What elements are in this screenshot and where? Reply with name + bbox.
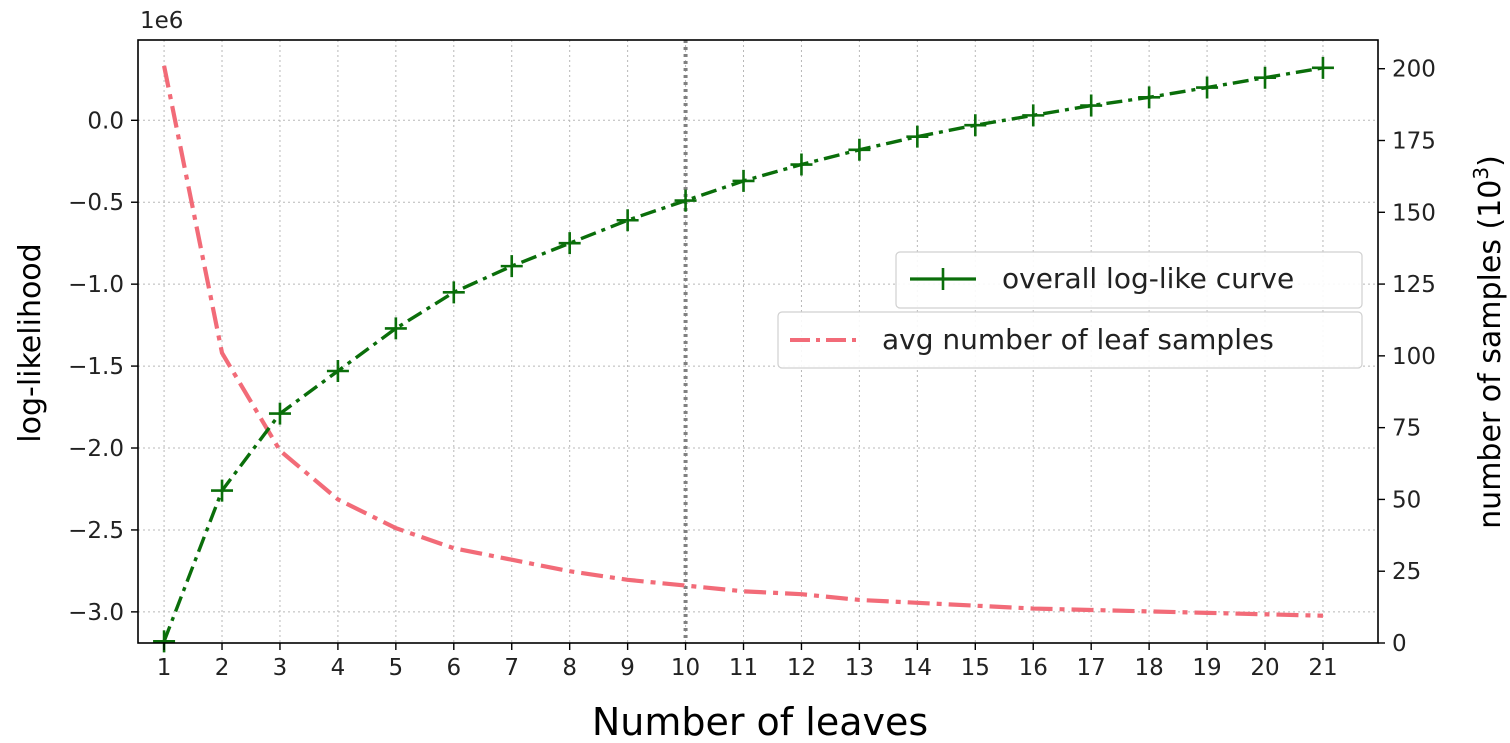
y-left-offset-text: 1e6 xyxy=(140,8,183,34)
legend-box-1: overall log-like curve xyxy=(895,251,1363,309)
y-right-tick-label: 25 xyxy=(1392,559,1421,585)
y-right-tick-label: 175 xyxy=(1392,129,1436,155)
x-tick-label: 17 xyxy=(1077,655,1106,681)
data-point-marker xyxy=(1138,86,1161,109)
y-left-tick-label: −3.0 xyxy=(68,600,124,626)
x-tick-label: 2 xyxy=(215,655,230,681)
data-point-marker xyxy=(616,209,639,232)
data-point-marker xyxy=(1196,76,1219,99)
y-left-tick-label: −2.5 xyxy=(68,518,124,544)
y-left-tick-label: −1.0 xyxy=(68,272,124,298)
data-point-marker xyxy=(1254,66,1277,89)
data-point-marker xyxy=(906,125,929,148)
x-axis-title: Number of leaves xyxy=(592,700,928,743)
data-point-marker xyxy=(848,138,871,161)
y-right-title-exponent: 3 xyxy=(1469,167,1493,180)
data-point-marker xyxy=(1080,94,1103,117)
y-left-tick-label: 0.0 xyxy=(87,108,124,134)
y-right-tick-label: 75 xyxy=(1392,416,1421,442)
x-tick-label: 5 xyxy=(389,655,404,681)
data-point-marker xyxy=(384,317,407,340)
y-left-tick-label: −0.5 xyxy=(68,190,124,216)
y-right-title-main: number of samples (10 xyxy=(1473,180,1508,529)
x-tick-label: 10 xyxy=(671,655,700,681)
legend-2-label: avg number of leaf samples xyxy=(882,323,1274,356)
x-tick-label: 4 xyxy=(331,655,346,681)
data-point-marker xyxy=(558,232,581,255)
y-left-axis-title: log-likelihood xyxy=(13,243,48,442)
legend-box-2: avg number of leaf samples xyxy=(777,311,1363,369)
x-tick-label: 3 xyxy=(273,655,288,681)
y-left-tick-label: −1.5 xyxy=(68,354,124,380)
y-right-tick-label: 50 xyxy=(1392,487,1421,513)
plot-frame xyxy=(137,39,1379,644)
data-point-marker xyxy=(211,479,234,502)
data-point-marker xyxy=(500,255,523,278)
data-point-marker xyxy=(1311,56,1334,79)
x-tick-label: 13 xyxy=(845,655,874,681)
data-point-marker xyxy=(1022,104,1045,127)
data-point-marker xyxy=(268,402,291,425)
data-point-marker xyxy=(326,359,349,382)
y-left-tick-label: −2.0 xyxy=(68,436,124,462)
x-tick-label: 18 xyxy=(1134,655,1163,681)
x-tick-label: 15 xyxy=(961,655,990,681)
series-line-avg-leaf-samples xyxy=(162,65,1324,618)
x-tick-label: 16 xyxy=(1019,655,1048,681)
x-tick-label: 11 xyxy=(729,655,758,681)
y-right-tick-label: 200 xyxy=(1392,57,1436,83)
x-tick-label: 14 xyxy=(903,655,932,681)
y-right-tick-label: 125 xyxy=(1392,272,1436,298)
x-tick-label: 1 xyxy=(157,655,172,681)
legend-1-plus-icon xyxy=(932,268,954,290)
x-tick-label: 19 xyxy=(1192,655,1221,681)
x-tick-label: 7 xyxy=(504,655,519,681)
x-tick-label: 9 xyxy=(620,655,635,681)
data-point-marker xyxy=(964,114,987,137)
data-point-marker xyxy=(790,153,813,176)
y-right-title-close: ) xyxy=(1473,155,1508,167)
ticks-layer: 1 2 3 4 5 6 7 8 9 10 11 12 13 14 15 16 17 18 19 20 21−3.0−2.… xyxy=(68,57,1436,681)
data-point-marker xyxy=(732,169,755,192)
x-tick-label: 8 xyxy=(562,655,577,681)
x-tick-label: 21 xyxy=(1308,655,1337,681)
y-right-tick-label: 100 xyxy=(1392,344,1436,370)
x-tick-label: 12 xyxy=(787,655,816,681)
x-tick-label: 20 xyxy=(1250,655,1279,681)
y-right-tick-label: 0 xyxy=(1392,631,1407,657)
y-right-tick-label: 150 xyxy=(1392,200,1436,226)
data-point-marker xyxy=(674,189,697,212)
legend-1-label: overall log-like curve xyxy=(1002,262,1294,295)
y-right-axis-title: number of samples (103) xyxy=(1469,155,1508,529)
data-point-marker xyxy=(442,281,465,304)
x-tick-label: 6 xyxy=(446,655,461,681)
